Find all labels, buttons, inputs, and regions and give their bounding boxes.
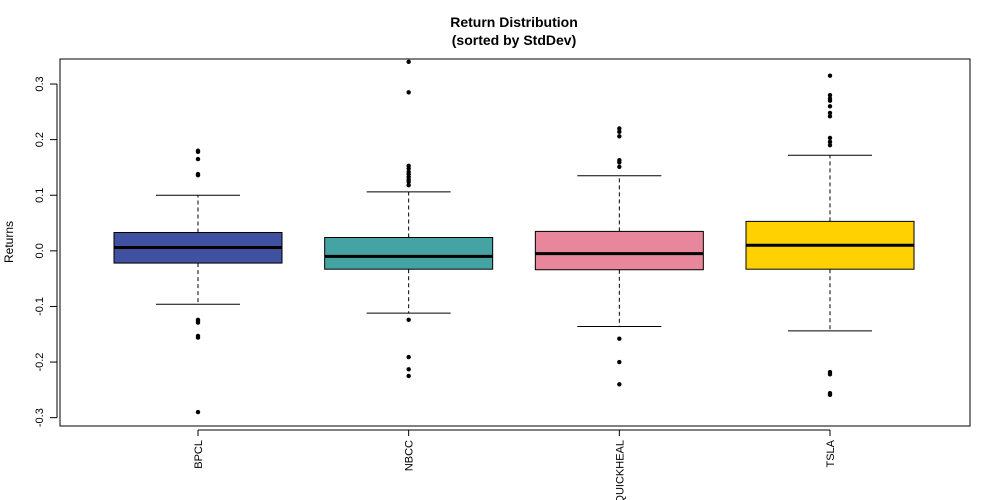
outlier-point [406,166,411,171]
y-tick-label: -0.3 [34,408,46,427]
outlier-point [406,90,411,95]
plot-area-frame [59,58,971,427]
outlier-point [617,134,622,139]
outlier-point [195,156,201,162]
outlier-point [195,149,201,155]
box-nbcc [324,59,494,379]
y-tick-label: 0.2 [34,132,46,147]
box-tsla [745,73,915,398]
outlier-point [406,59,411,64]
outlier-point [827,92,833,98]
outlier-point [827,110,833,116]
outlier-point [195,335,201,340]
outlier-point [617,129,622,135]
outlier-point [827,142,833,148]
box-iqr [534,230,704,271]
x-tick-label: BPCL [193,440,205,469]
outlier-point [406,373,411,379]
outlier-point [827,135,833,141]
outlier-point [617,126,622,131]
box-quickheal [534,126,704,387]
outlier-point [195,409,201,415]
y-tick-label: -0.2 [34,353,46,372]
y-axis: -0.3 -0.2 -0.1 0.0 0.1 0.2 0.3 [34,76,58,427]
y-axis-label: Returns [2,221,16,263]
outlier-point [195,320,201,325]
outlier-point [827,114,833,119]
x-axis: BPCL NBCC QUICKHEAL TSLA [193,429,837,500]
outlier-point [617,359,622,365]
outlier-point [827,139,833,145]
outlier-point [406,317,411,322]
outlier-point [827,73,833,78]
outlier-point [617,164,622,170]
x-tick-label: TSLA [825,439,837,467]
x-tick-label: NBCC [404,440,416,471]
outlier-point [827,392,833,398]
outlier-point [617,160,622,165]
chart-subtitle: (sorted by StdDev) [452,32,576,48]
y-tick-label: 0.0 [34,243,46,258]
chart-title: Return Distribution [450,14,578,30]
y-tick-label: 0.3 [34,76,46,91]
outlier-point [617,382,622,387]
outlier-point [406,183,411,188]
box-series [113,59,915,415]
outlier-point [827,372,833,377]
outlier-point [617,336,622,341]
box-bpcl [113,148,283,415]
outlier-point [827,98,833,103]
y-tick-label: 0.1 [34,188,46,203]
outlier-point [827,104,833,109]
outlier-point [406,179,411,185]
box-iqr [324,236,494,270]
outlier-point [406,354,411,360]
y-tick-label: -0.1 [34,297,46,316]
outlier-point [406,367,411,372]
x-tick-label: QUICKHEAL [614,440,626,500]
outlier-point [195,173,201,178]
